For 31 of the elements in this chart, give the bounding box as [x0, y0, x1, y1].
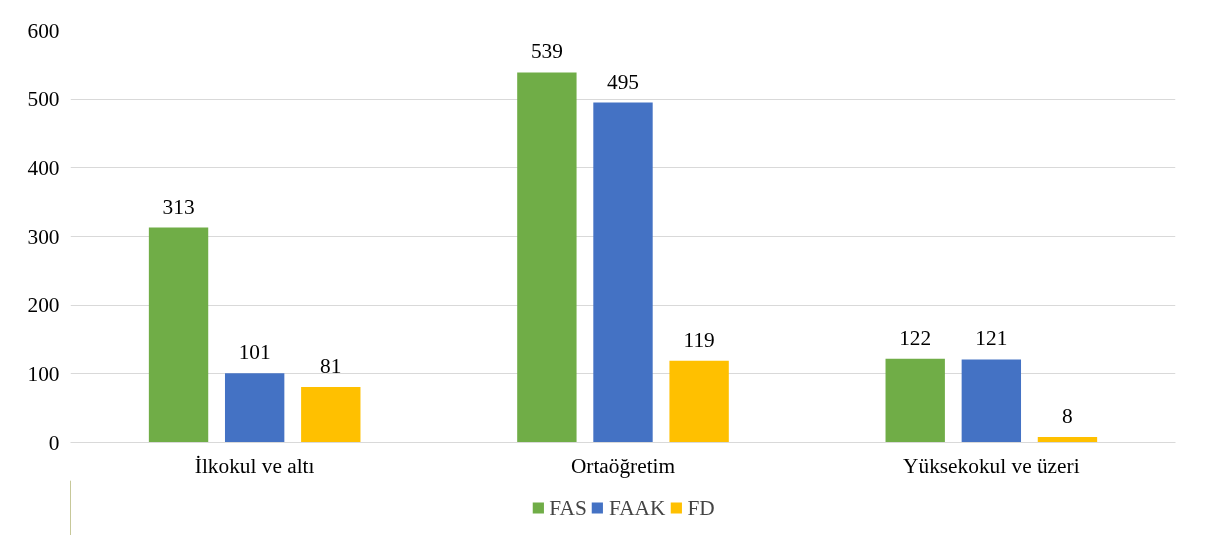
x-tick-label: Yüksekokul ve üzeri: [903, 453, 1080, 478]
x-tick-label: İlkokul ve altı: [194, 453, 315, 478]
x-tick-label: Ortaöğretim: [570, 453, 676, 478]
y-tick-label: 300: [27, 224, 60, 249]
data-label: 119: [683, 327, 715, 352]
bar: [224, 373, 285, 443]
data-label: 122: [899, 325, 932, 350]
y-tick-label: 100: [27, 361, 60, 386]
data-label: 495: [607, 69, 639, 94]
bar: [1037, 437, 1098, 443]
y-tick-label: 200: [27, 293, 60, 318]
data-label: 101: [238, 340, 271, 365]
data-label: 313: [162, 194, 195, 219]
bar: [593, 102, 653, 443]
data-label: 81: [320, 353, 342, 378]
bar: [669, 360, 729, 443]
bar: [885, 358, 945, 443]
y-tick-label: 600: [27, 18, 60, 43]
legend-label: FAAK: [608, 495, 666, 520]
data-label: 539: [530, 39, 563, 64]
y-tick-label: 400: [27, 155, 60, 180]
bar: [961, 359, 1022, 443]
legend-label: FD: [687, 495, 715, 520]
bar: [517, 72, 577, 443]
legend-label: FAS: [549, 495, 587, 520]
bar: [301, 386, 361, 443]
y-tick-label: 0: [48, 430, 60, 455]
data-label: 121: [975, 326, 1008, 351]
y-tick-label: 500: [27, 87, 60, 112]
data-label: 8: [1062, 404, 1073, 429]
bar: [148, 227, 209, 443]
